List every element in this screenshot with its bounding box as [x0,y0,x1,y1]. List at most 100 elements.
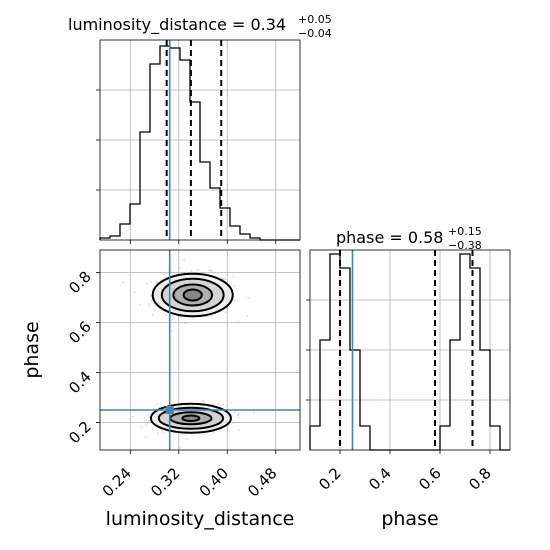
scatter-point [209,269,212,272]
scatter-point [156,432,159,435]
scatter-point [224,278,227,281]
title-luminosity-distance-upper: +0.05 [298,13,332,26]
y-axis-label-phase: phase [21,321,43,378]
scatter-point [208,269,210,272]
x-axis-label-phase: phase [381,508,438,530]
y-tick-label-phase-3: 0.8 [65,268,95,298]
scatter-point [151,301,153,304]
scatter-point [222,404,224,407]
scatter-point [233,411,236,414]
scatter-point [224,311,227,313]
x-tick-label-phase-1: 0.4 [365,464,395,494]
scatter-point [156,429,159,432]
scatter-point [148,419,151,422]
scatter-point [163,432,166,434]
scatter-point [218,402,220,405]
scatter-point [191,434,194,437]
scatter-point [247,297,250,299]
scatter-point [185,322,188,324]
title-luminosity-distance: luminosity_distance = 0.34 [68,15,286,35]
x-tick-label-phase-3: 0.8 [465,464,495,494]
scatter-point [192,317,195,320]
scatter-point [236,321,239,324]
scatter-point [161,278,163,281]
scatter-point [145,424,148,427]
scatter-point [161,431,164,433]
scatter-point [151,428,154,430]
scatter-point [148,303,151,305]
scatter-point [122,281,124,284]
scatter-point [232,275,235,278]
y-tick-label-phase-0: 0.2 [65,418,95,448]
scatter-point [201,400,204,402]
scatter-point [237,414,240,417]
scatter-point [156,280,159,283]
truth-marker [165,406,174,414]
scatter-point [150,280,153,283]
scatter-point [237,429,240,432]
scatter-point [237,416,240,419]
scatter-point [209,316,212,318]
scatter-point [171,318,173,321]
contour-level-0 [182,288,203,302]
scatter-point [172,316,175,319]
y-tick-label-phase-2: 0.6 [65,318,95,348]
scatter-point [202,400,205,403]
scatter-point [149,294,152,297]
scatter-point [202,433,205,436]
contour-blob-0 [151,272,234,318]
scatter-point [155,281,158,284]
axes-frame [309,249,511,451]
scatter-point [145,418,148,421]
x-tick-label-luminosity-distance-1: 0.32 [147,464,183,500]
scatter-point [171,316,174,319]
scatter-point [230,402,233,405]
scatter-point [164,313,167,316]
scatter-point [150,299,153,302]
contour-level-2 [160,277,225,313]
title-luminosity-distance-lower: −0.04 [298,27,332,40]
scatter-point [206,315,208,318]
scatter-point [138,303,141,306]
scatter-point [146,414,149,416]
scatter-point [133,291,136,294]
scatter-point [197,269,200,272]
scatter-point [212,403,215,406]
title-phase: phase = 0.58 [336,228,443,247]
scatter-point [253,411,255,414]
scatter-point [180,433,183,436]
scatter-point [196,399,199,402]
scatter-point [221,278,224,280]
scatter-point [233,285,236,288]
scatter-point [171,330,174,332]
x-tick-label-phase-0: 0.2 [315,464,345,494]
x-tick-label-phase-2: 0.6 [415,464,445,494]
scatter-point [178,446,181,449]
scatter-point [221,310,224,313]
scatter-point [179,267,182,270]
contour-level-1 [172,283,214,307]
axes-frame [99,39,301,241]
scatter-point [186,438,189,440]
scatter-point [236,414,239,416]
scatter-point [236,298,239,301]
scatter-point [144,435,147,438]
panel-luminosity-distance-hist [96,39,301,244]
title-phase-upper: +0.15 [448,225,482,238]
y-tick-label-phase-1: 0.4 [65,368,95,398]
scatter-point [219,430,222,433]
contour-blob-1 [149,402,232,434]
scatter-point [146,421,149,424]
contour-level-3 [151,272,234,318]
scatter-point [172,401,175,403]
scatter-point [179,316,182,319]
density-fill-0 [183,289,202,301]
axes-frame [99,249,301,451]
scatter-point [143,416,146,419]
scatter-point [223,277,226,280]
scatter-point [140,425,143,428]
scatter-point [210,270,213,273]
panel-joint-2d: 0.24 0.32 0.40 0.48 0.2 0.4 0.6 0.8 [65,249,301,500]
scatter-point [246,315,249,318]
scatter-point [238,412,241,415]
